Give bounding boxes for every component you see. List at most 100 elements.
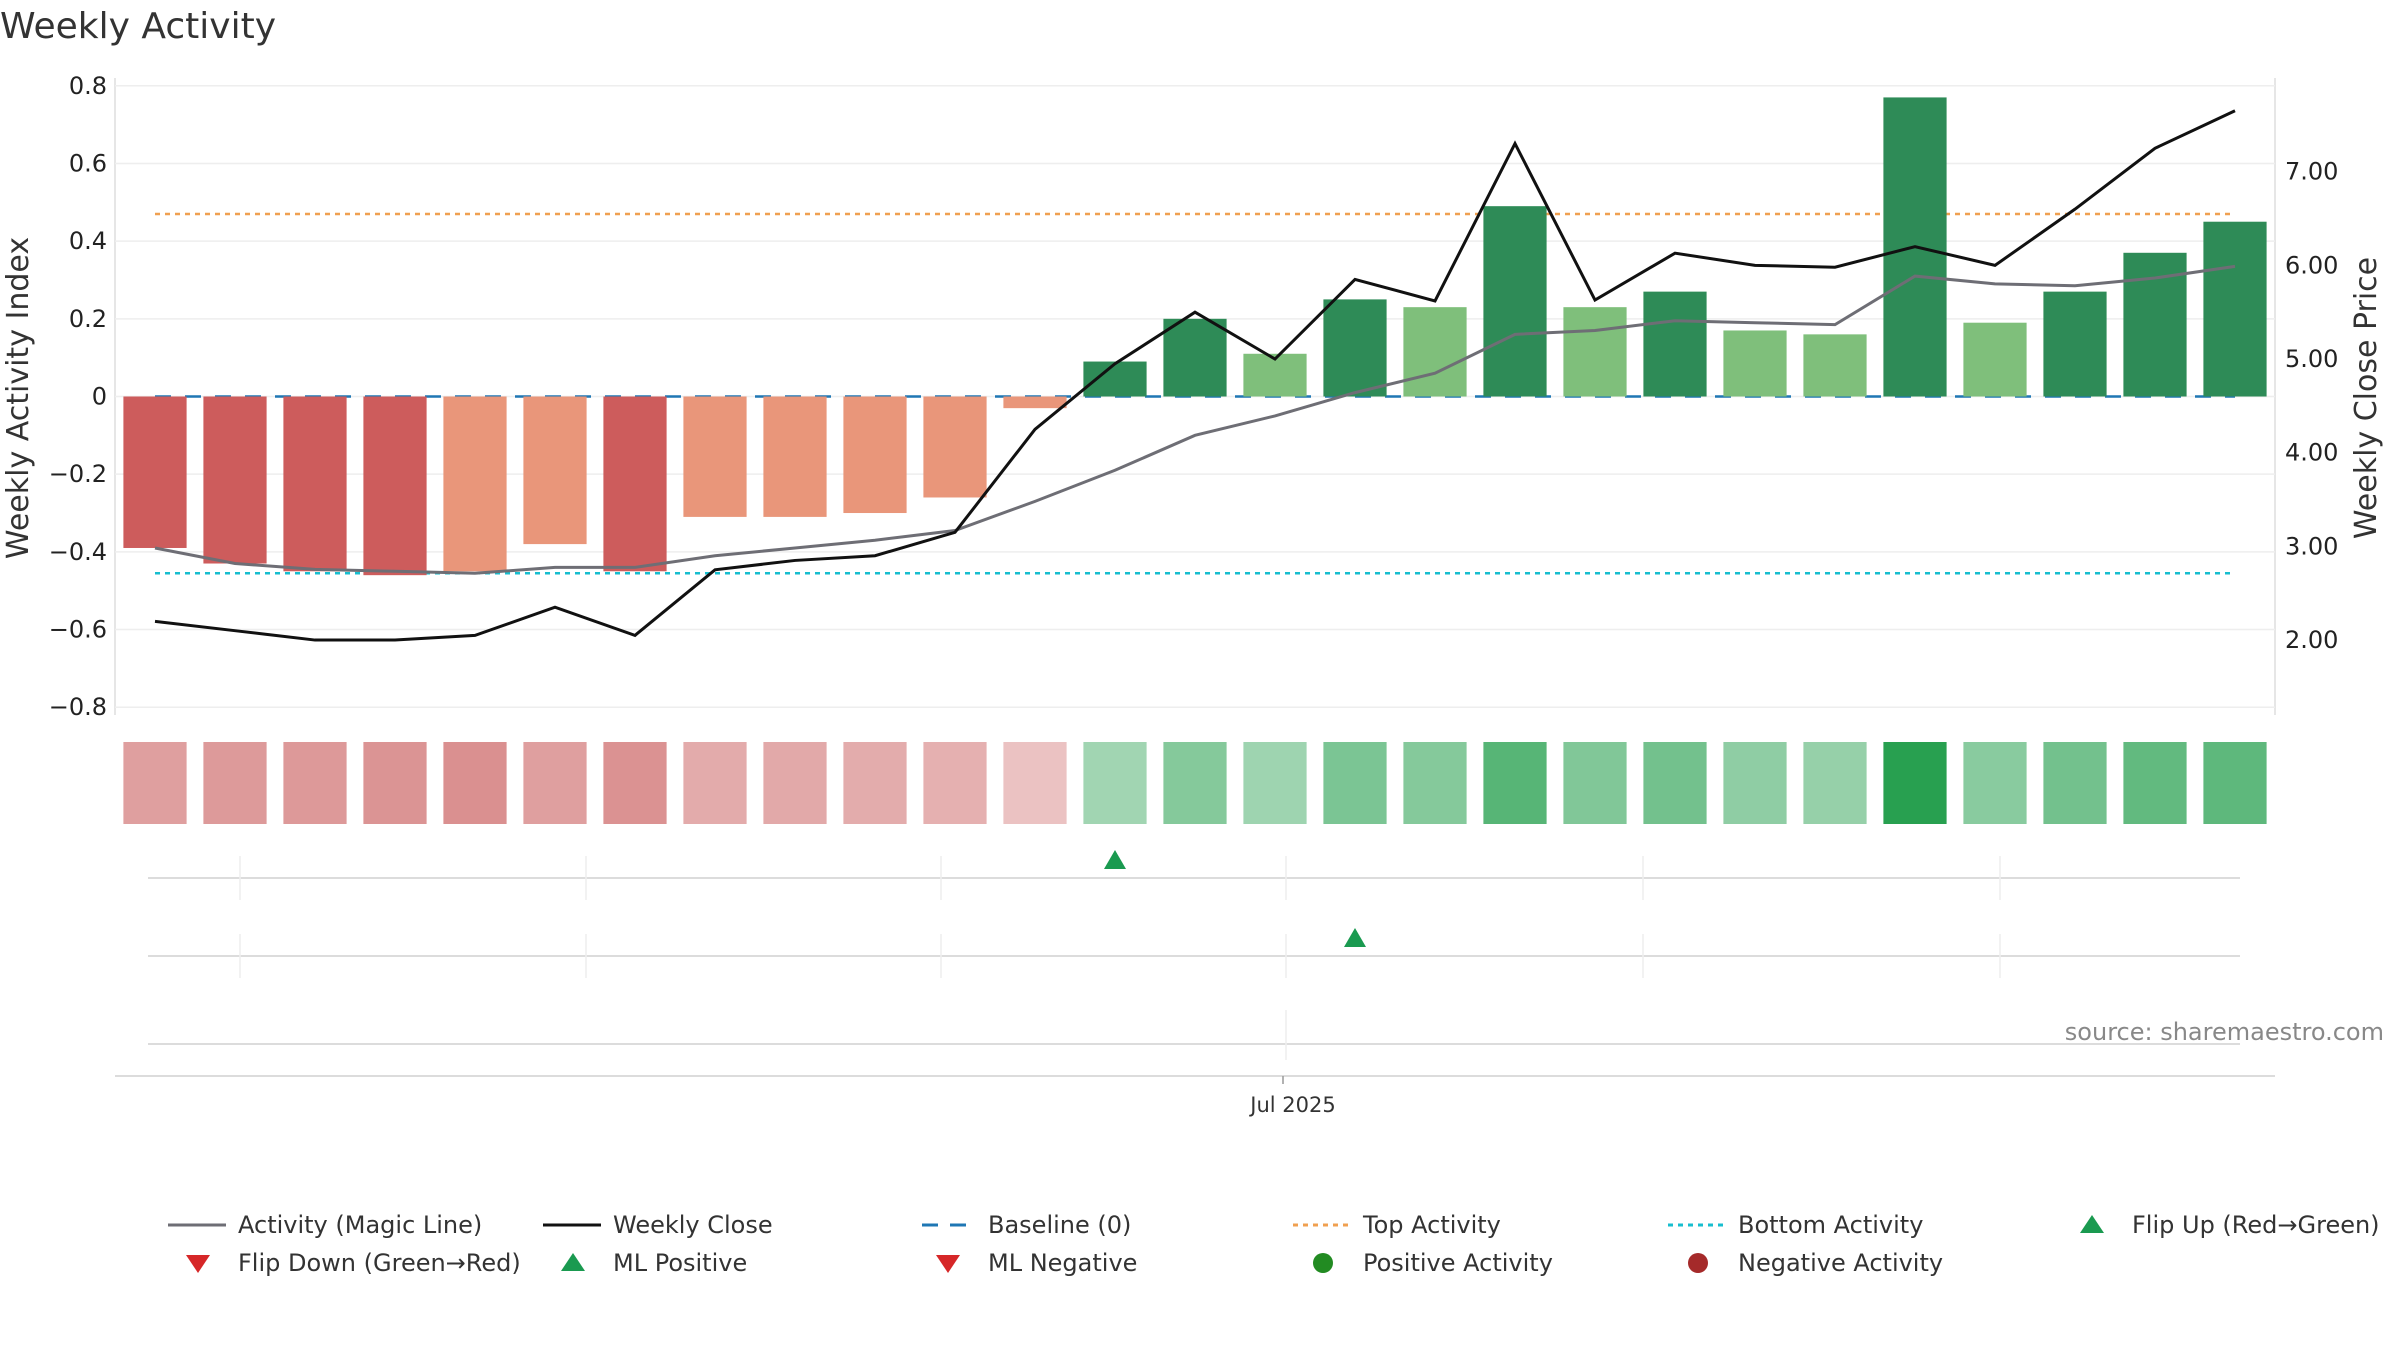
activity-bar: [523, 396, 587, 545]
activity-bar: [1083, 361, 1147, 397]
heat-cell: [2043, 742, 2107, 824]
heat-cell: [1003, 742, 1067, 824]
legend-label: Negative Activity: [1738, 1249, 1943, 1277]
heat-cell: [683, 742, 747, 824]
activity-bar: [603, 396, 667, 572]
heat-cell: [1163, 742, 1227, 824]
right-tick-label: 5.00: [2285, 345, 2338, 373]
magic-line-series: [154, 264, 2236, 575]
left-tick-label: −0.2: [49, 460, 107, 488]
legend-swatch: [1688, 1253, 1708, 1273]
heat-strip: [123, 742, 2267, 824]
legend-label: Weekly Close: [613, 1211, 773, 1239]
heat-cell: [1963, 742, 2027, 824]
activity-bar: [1163, 318, 1227, 397]
heat-cell: [1323, 742, 1387, 824]
legend-label: Top Activity: [1362, 1211, 1501, 1239]
activity-bar: [2203, 221, 2267, 397]
legend-swatch: [1313, 1253, 1333, 1273]
heat-cell: [443, 742, 507, 824]
right-axis-label: Weekly Close Price: [2349, 257, 2384, 539]
legend-swatch: [186, 1255, 210, 1273]
heat-cell: [1803, 742, 1867, 824]
right-tick-label: 3.00: [2285, 532, 2338, 560]
heat-cell: [1083, 742, 1147, 824]
ml-positive-marker: [1344, 928, 1366, 947]
activity-bar: [1323, 299, 1387, 397]
left-tick-label: −0.6: [49, 616, 107, 644]
axis-ticks: 0.8 0.6 0.4 0.2 0 −0.2 −0.4 −0.6 −0.8 7.00 6.00 5.0…: [49, 72, 2339, 721]
activity-bar: [283, 396, 347, 572]
activity-bar: [843, 396, 907, 514]
weekly-close-series: [154, 109, 2236, 642]
x-tick-label: Jul 2025: [1248, 1093, 1335, 1117]
heat-cell: [763, 742, 827, 824]
activity-bar: [1963, 322, 2027, 397]
left-tick-label: 0.2: [69, 305, 107, 333]
left-tick-label: −0.4: [49, 538, 107, 566]
legend-label: Flip Down (Green→Red): [238, 1249, 521, 1277]
heat-cell: [1483, 742, 1547, 824]
legend-label: ML Negative: [988, 1249, 1137, 1277]
heat-cell: [1243, 742, 1307, 824]
legend-label: Positive Activity: [1363, 1249, 1553, 1277]
activity-bar: [363, 396, 427, 576]
marker-rows: [115, 850, 2275, 1084]
source-credit: source: sharemaestro.com: [2065, 1018, 2384, 1046]
left-tick-label: −0.8: [49, 693, 107, 721]
activity-bar: [1243, 353, 1307, 397]
heat-cell: [1403, 742, 1467, 824]
right-tick-label: 6.00: [2285, 251, 2338, 279]
activity-bar: [1643, 291, 1707, 397]
activity-bars: [123, 97, 2267, 576]
heat-cell: [123, 742, 187, 824]
activity-bar: [1003, 396, 1067, 409]
heat-cell: [2203, 742, 2267, 824]
activity-bar: [123, 396, 187, 548]
left-axis-label: Weekly Activity Index: [1, 237, 36, 559]
heat-cell: [1563, 742, 1627, 824]
legend: Activity (Magic Line) Weekly Close Baselin…: [168, 1211, 2380, 1277]
legend-label: Flip Up (Red→Green): [2132, 1211, 2380, 1239]
activity-bar: [763, 396, 827, 517]
left-tick-label: 0.6: [69, 149, 107, 177]
heat-cell: [1883, 742, 1947, 824]
legend-label: Bottom Activity: [1738, 1211, 1923, 1239]
activity-bar: [1803, 334, 1867, 397]
activity-bar: [683, 396, 747, 517]
heat-cell: [2123, 742, 2187, 824]
activity-bar: [1563, 307, 1627, 397]
activity-bar: [443, 396, 507, 572]
heat-cell: [283, 742, 347, 824]
heat-cell: [843, 742, 907, 824]
heat-cell: [1643, 742, 1707, 824]
activity-bar: [1723, 330, 1787, 397]
chart-title: Weekly Activity: [0, 6, 276, 47]
legend-label: ML Positive: [613, 1249, 747, 1277]
legend-label: Activity (Magic Line): [238, 1211, 482, 1239]
activity-bar: [1483, 206, 1547, 397]
legend-swatch: [561, 1253, 585, 1271]
legend-swatch: [936, 1255, 960, 1273]
left-tick-label: 0.8: [69, 72, 107, 100]
legend-swatch: [2080, 1215, 2104, 1233]
flip-up-marker: [1104, 850, 1126, 869]
activity-bar: [2043, 291, 2107, 397]
heat-cell: [203, 742, 267, 824]
legend-label: Baseline (0): [988, 1211, 1131, 1239]
heat-cell: [523, 742, 587, 824]
heat-cell: [363, 742, 427, 824]
heat-cell: [923, 742, 987, 824]
activity-bar: [923, 396, 987, 498]
right-tick-label: 2.00: [2285, 626, 2338, 654]
left-tick-label: 0: [92, 383, 107, 411]
right-tick-label: 4.00: [2285, 439, 2338, 467]
activity-bar: [203, 396, 267, 564]
activity-bar: [1403, 307, 1467, 397]
series-lines: [154, 109, 2236, 642]
right-tick-label: 7.00: [2285, 158, 2338, 186]
heat-cell: [1723, 742, 1787, 824]
left-tick-label: 0.4: [69, 227, 107, 255]
heat-cell: [603, 742, 667, 824]
